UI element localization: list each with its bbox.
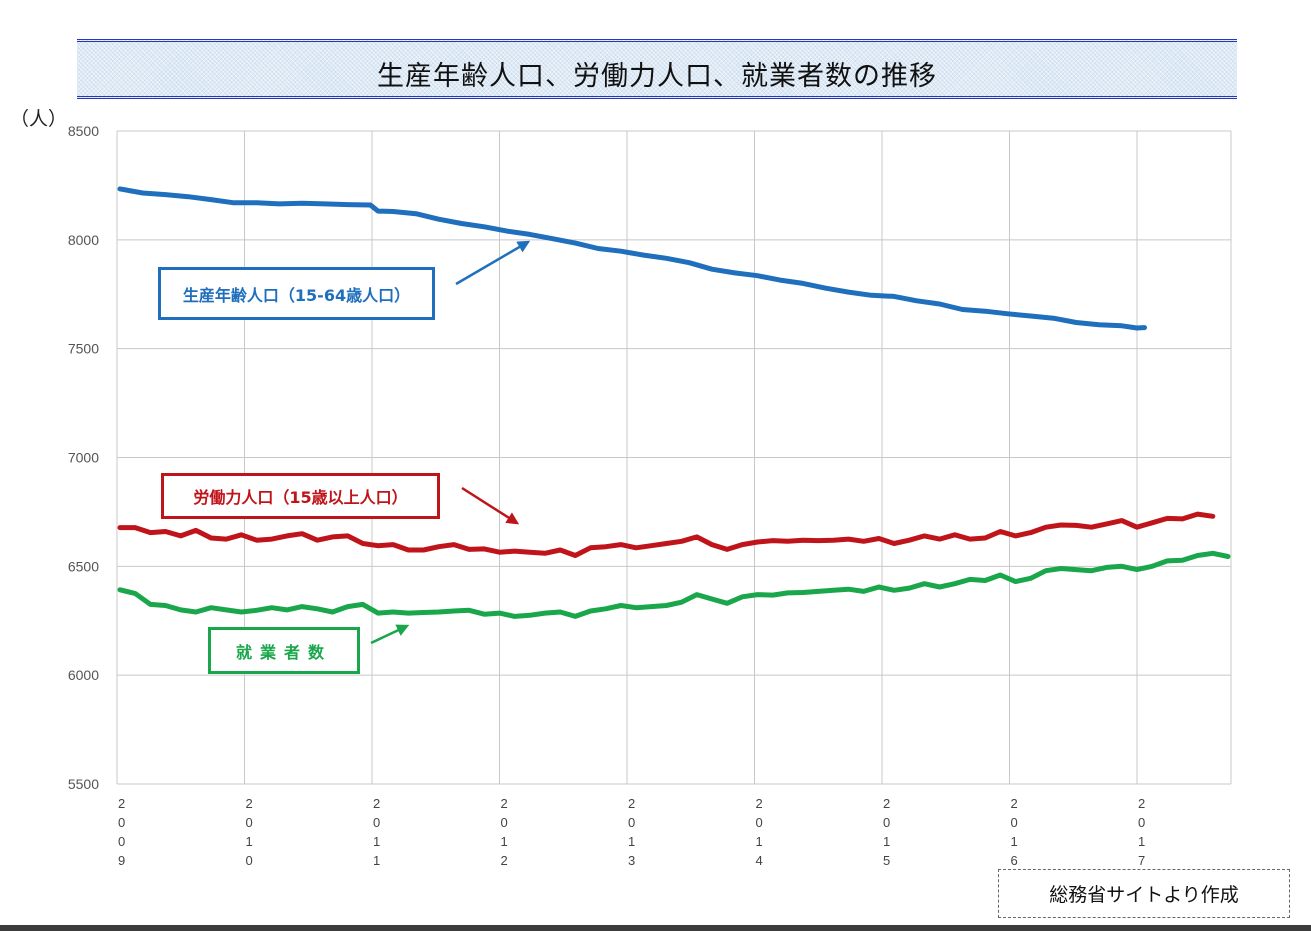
y-tick-label: 8000 <box>68 232 99 248</box>
source-note: 総務省サイトより作成 <box>998 869 1290 918</box>
arrow-labor-force <box>461 486 520 525</box>
series-line-1 <box>117 511 1216 558</box>
arrow-working-age <box>455 240 531 286</box>
y-tick-label: 8500 <box>68 123 99 139</box>
y-tick-label: 6000 <box>68 667 99 683</box>
callout-working-age: 生産年齢人口（15-64歳人口） <box>158 267 435 320</box>
chart-title: 生産年齢人口、労働力人口、就業者数の推移 <box>377 61 937 92</box>
series-line-2 <box>117 550 1231 619</box>
arrow-employed <box>370 624 410 645</box>
callout-employed: 就業者数 <box>208 627 360 674</box>
callout-labor-force: 労働力人口（15歳以上人口） <box>161 473 440 519</box>
title-band: 生産年齢人口、労働力人口、就業者数の推移 <box>77 39 1237 99</box>
series-line-0 <box>117 186 1147 331</box>
y-tick-label: 7000 <box>68 450 99 466</box>
y-tick-label: 5500 <box>68 776 99 792</box>
bottom-bar <box>0 925 1311 931</box>
y-tick-label: 7500 <box>68 341 99 357</box>
y-tick-label: 6500 <box>68 558 99 574</box>
y-axis-unit-label: （人） <box>10 108 68 130</box>
